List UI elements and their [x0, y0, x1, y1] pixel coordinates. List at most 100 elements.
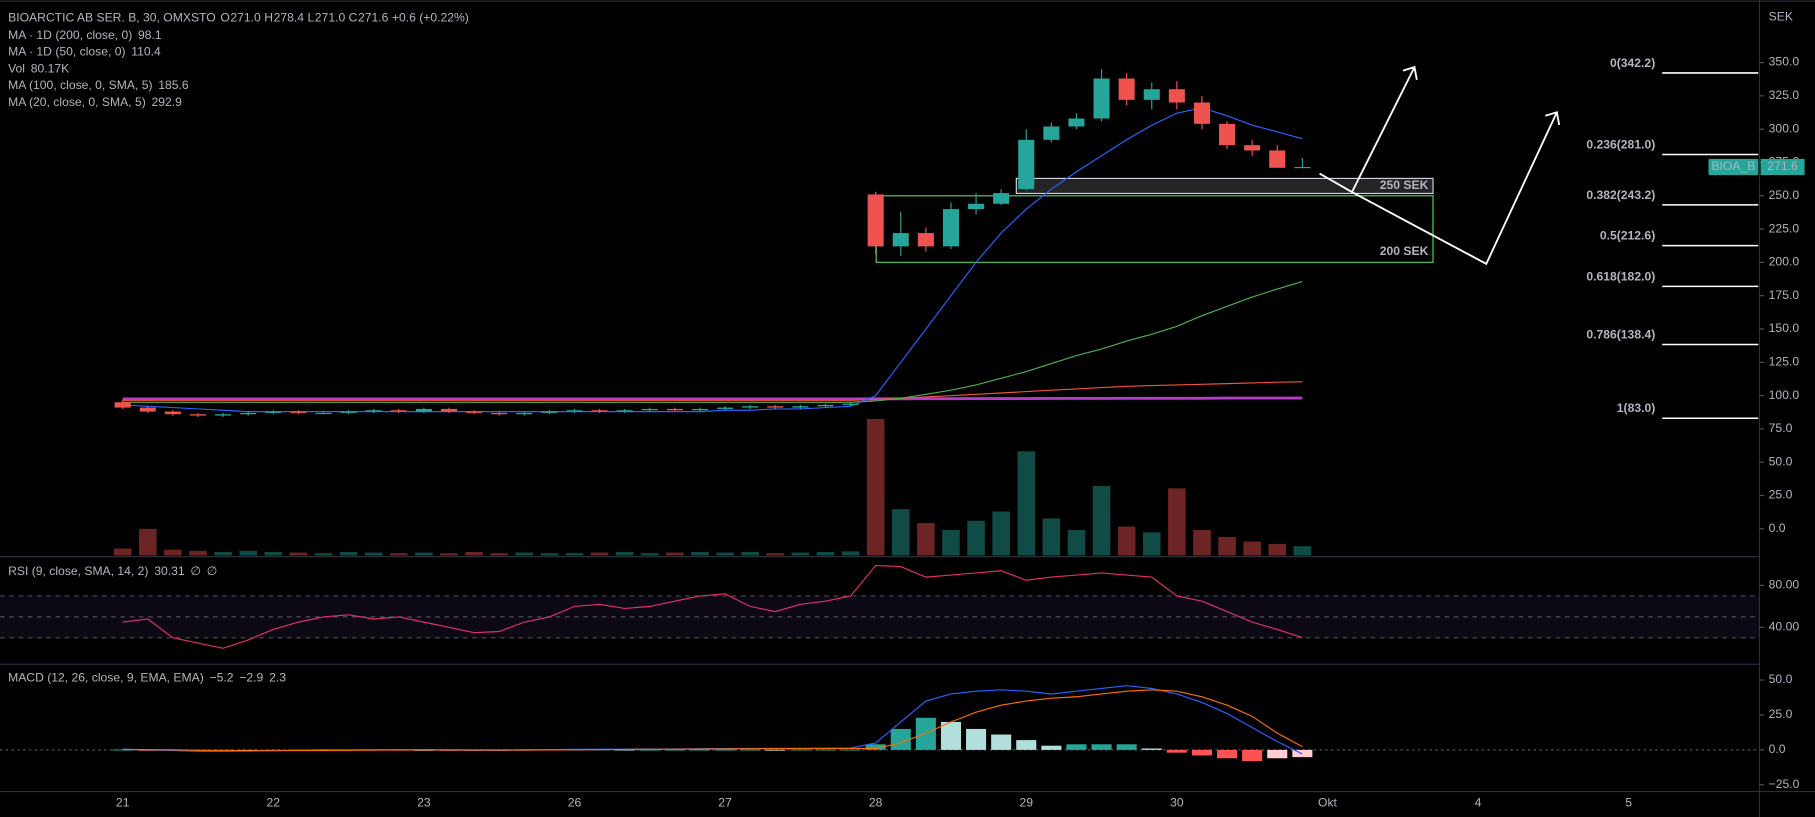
candle-body [566, 410, 583, 412]
candle-body [616, 410, 633, 412]
volume-bar [339, 551, 358, 556]
y-tick-label: 225.0 [1769, 221, 1800, 235]
candle-body [993, 193, 1010, 204]
volume-bar [139, 528, 157, 556]
legend-text: 30.31 [154, 564, 185, 578]
price-badge [1760, 158, 1805, 176]
macd-histogram-bar [915, 717, 936, 750]
fib-label: 1(83.0) [1617, 401, 1655, 415]
legend-text: ∅ [190, 564, 201, 578]
rsi-line [122, 564, 1303, 649]
volume-bar [1193, 530, 1211, 556]
volume-bar [540, 553, 559, 556]
legend-text: RSI (9, close, SMA, 14, 2) [8, 564, 148, 578]
volume-bar [490, 553, 508, 556]
y-tick-label: 150.0 [1769, 321, 1800, 335]
volume-bar [590, 552, 609, 556]
macd-histogram-bar [840, 749, 861, 751]
legend-text: 271.6 [358, 11, 389, 25]
legend-text: O [220, 11, 229, 25]
legend-text: Vol [8, 62, 25, 76]
candle-body [491, 412, 508, 415]
volume-bar [565, 553, 584, 556]
macd-histogram-bar [1166, 749, 1187, 753]
y-tick-label: 175.0 [1769, 288, 1800, 302]
y-tick-label: −25.0 [1769, 777, 1800, 791]
y-tick-label: 100.0 [1769, 388, 1800, 402]
y-tick-label: 200.0 [1769, 255, 1800, 269]
legend-text: 271.0 [315, 11, 346, 25]
fib-label: 0.5(212.6) [1600, 229, 1655, 243]
volume-bar [189, 550, 207, 556]
candle-body [591, 410, 608, 412]
candle-body [265, 411, 282, 413]
volume-bar [1243, 541, 1261, 556]
macd-histogram-bar [966, 728, 987, 750]
legend-text: 185.6 [158, 78, 189, 92]
candle-body [717, 407, 734, 409]
volume-bar [1067, 530, 1086, 556]
candle-body [290, 411, 307, 413]
volume-bar [465, 551, 483, 556]
candle-body [942, 209, 959, 247]
legend-text: 278.4 [274, 11, 305, 25]
candle-body [440, 408, 458, 412]
candle-body [1294, 166, 1311, 169]
volume-bar [440, 553, 458, 556]
y-tick-label: 25.0 [1769, 488, 1793, 502]
volume-bar [1092, 486, 1111, 556]
macd-histogram-bar [664, 749, 685, 751]
macd-histogram-bar [740, 749, 761, 751]
volume-bar [841, 551, 860, 556]
macd-histogram-bar [715, 749, 736, 751]
macd-histogram-bar [1191, 749, 1212, 756]
x-tick-label: 26 [568, 795, 582, 809]
volume-bar [1218, 536, 1236, 556]
x-tick-label: 29 [1020, 795, 1034, 809]
candle-body [1193, 102, 1210, 124]
x-tick-label: 4 [1475, 795, 1482, 809]
x-tick-label: 28 [869, 795, 883, 809]
volume-bar [1268, 543, 1287, 556]
moving-average [122, 280, 1303, 403]
legend-text: C [349, 11, 358, 25]
legend-text: MACD (12, 26, close, 9, EMA, EMA) [8, 670, 204, 684]
x-tick-label: 27 [718, 795, 732, 809]
legend-text: MA · 1D (50, close, 0) [8, 44, 125, 58]
candle-body [139, 407, 156, 412]
price-label: 271.6 [1767, 159, 1798, 173]
candle-body [1143, 89, 1160, 100]
candle-body [1269, 150, 1286, 168]
macd-histogram-bar [614, 749, 635, 751]
candle-body [892, 233, 909, 247]
candle-body [842, 403, 859, 405]
macd-histogram-bar [1267, 749, 1288, 759]
volume-bar [415, 552, 433, 556]
candle-body [792, 406, 809, 408]
volume-bar [917, 523, 935, 556]
annotation-label: 200 SEK [1380, 244, 1429, 258]
legend-text: 98.1 [138, 28, 162, 42]
candle-body [516, 412, 533, 415]
legend-text: 271.0 [230, 11, 261, 25]
candle-body [1118, 78, 1135, 100]
candle-body [691, 408, 709, 411]
legend-text: H [264, 11, 273, 25]
volume-bar [1168, 488, 1186, 556]
legend-text: ∅ [207, 564, 218, 578]
candle-body [1068, 118, 1085, 127]
legend-text: BIOARCTIC AB SER. B, 30, OMXSTO [8, 11, 216, 25]
arrow-head [1545, 111, 1561, 126]
candle-body [867, 194, 884, 247]
volume-bar [239, 550, 257, 556]
candle-body [189, 414, 207, 416]
y-tick-label: 125.0 [1769, 354, 1800, 368]
macd-histogram-bar [1091, 744, 1112, 750]
candle-body [466, 411, 483, 413]
fib-label: 0.786(138.4) [1586, 327, 1655, 341]
volume-bar [942, 530, 960, 556]
candle-body [817, 404, 834, 407]
candle-body [315, 412, 332, 415]
legend-text: −5.2 [210, 670, 234, 684]
